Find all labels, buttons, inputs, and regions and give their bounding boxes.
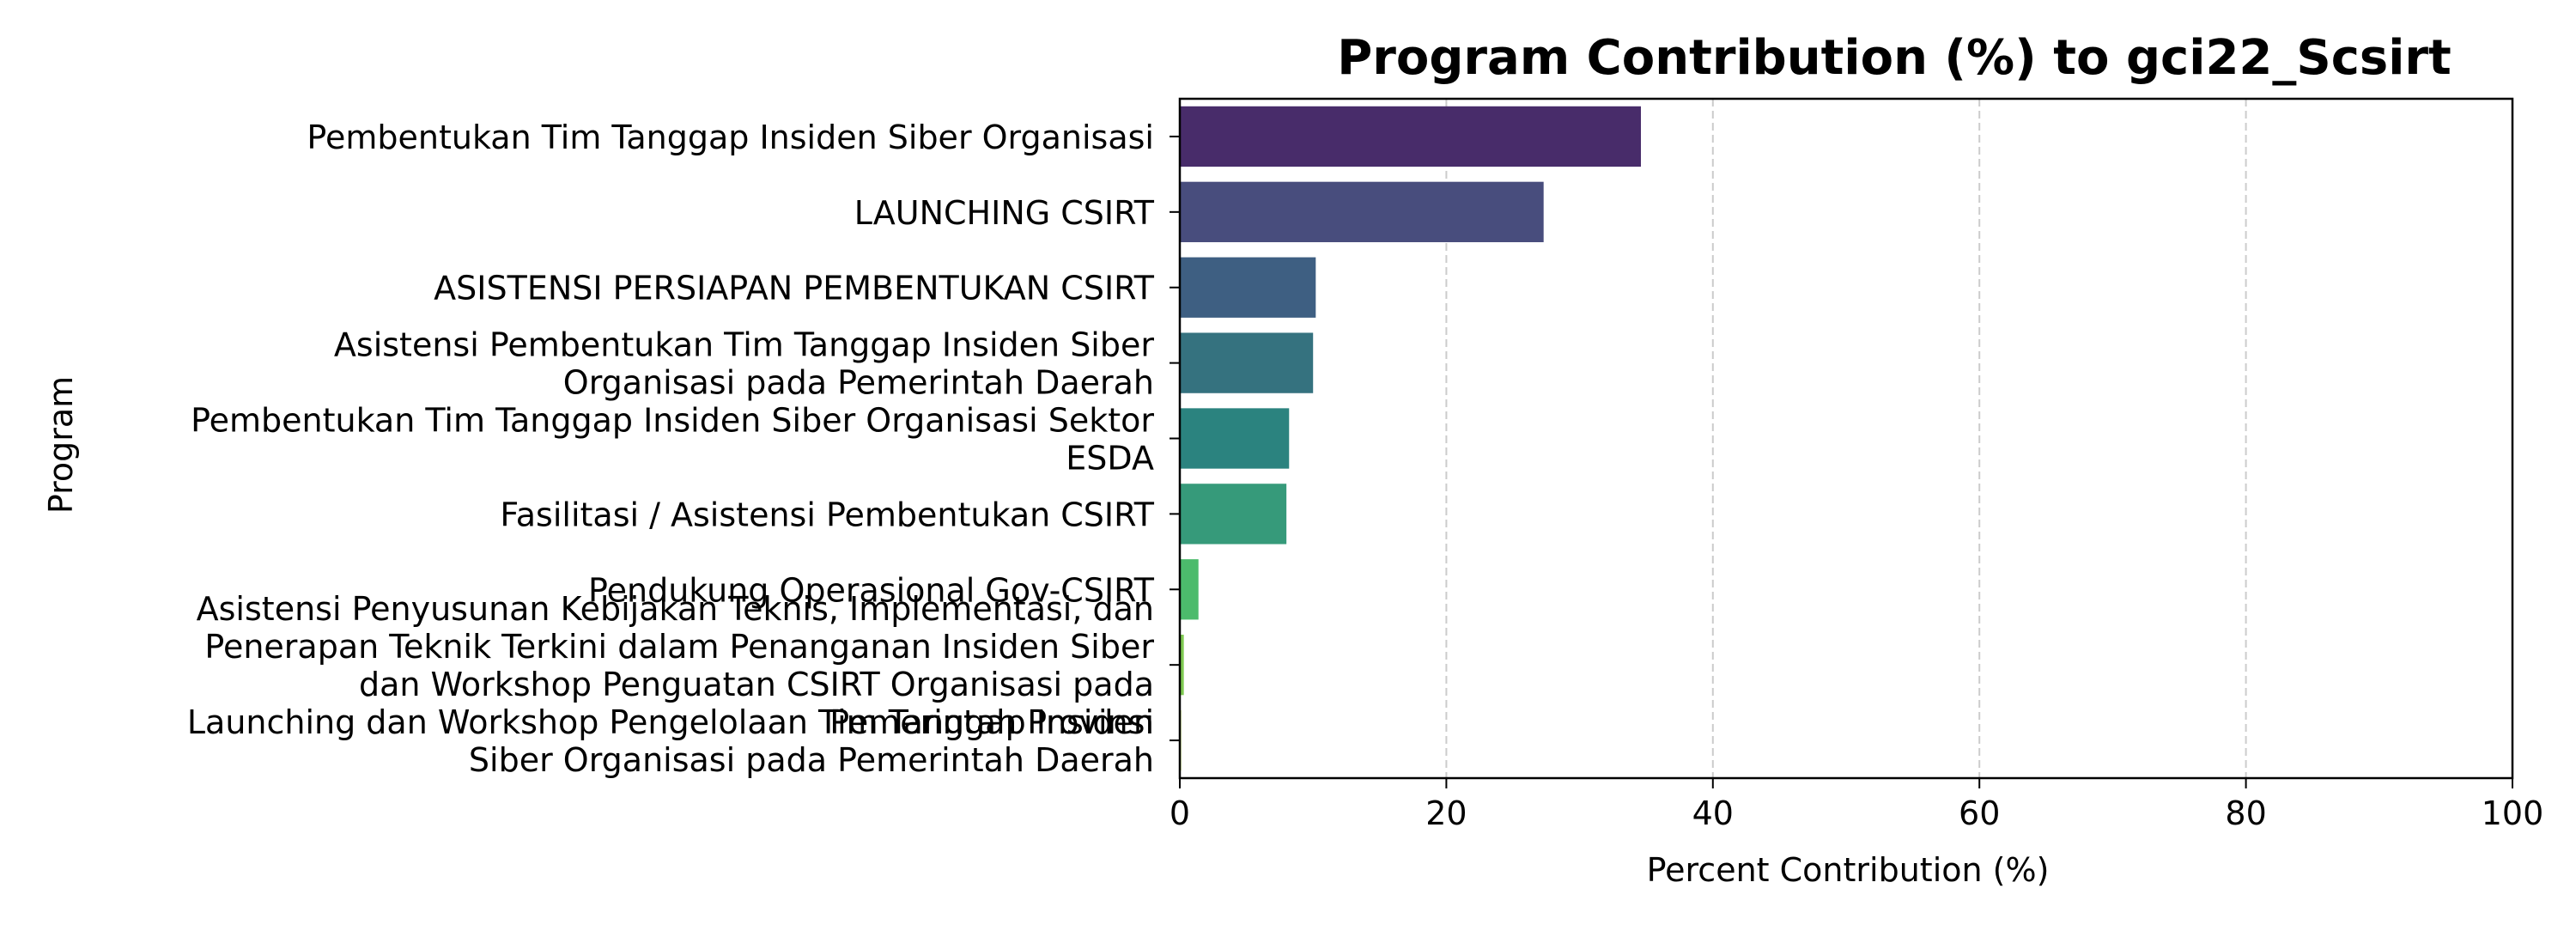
bar (1180, 332, 1314, 393)
x-tick-label: 80 (2225, 794, 2266, 832)
bar (1180, 257, 1316, 318)
category-label: Fasilitasi / Asistensi Pembentukan CSIRT (500, 496, 1154, 533)
bar (1180, 559, 1199, 620)
bar (1180, 181, 1544, 242)
x-tick-label: 60 (1959, 794, 2000, 832)
bars (1180, 106, 1641, 771)
y-category-labels: Pembentukan Tim Tanggap Insiden Siber Or… (187, 119, 1180, 779)
x-tick-label: 0 (1170, 794, 1190, 832)
x-ticks: 0 20 40 60 80 100 (1170, 778, 2543, 832)
x-tick-label: 100 (2482, 794, 2544, 832)
bar (1180, 408, 1290, 469)
category-label: Launching dan Workshop Pengelolaan Tim T… (187, 703, 1154, 779)
bar (1180, 484, 1287, 545)
category-label: Asistensi Pembentukan Tim Tanggap Inside… (334, 326, 1154, 402)
chart-title: Program Contribution (%) to gci22_Scsirt (1337, 30, 2451, 86)
grid-lines (1445, 99, 2247, 778)
category-label: Pendukung Operasional Gov-CSIRT (588, 571, 1155, 609)
x-tick-label: 20 (1425, 794, 1467, 832)
category-label: Asistensi Penyusunan Kebijakan Teknis, I… (197, 590, 1155, 741)
x-axis-label: Percent Contribution (%) (1647, 851, 2050, 889)
x-tick-label: 40 (1692, 794, 1734, 832)
category-label: ASISTENSI PERSIAPAN PEMBENTUKAN CSIRT (434, 270, 1155, 307)
category-label: Pembentukan Tim Tanggap Insiden Siber Or… (307, 119, 1154, 156)
y-axis-label: Program (42, 376, 80, 514)
bar (1180, 106, 1641, 167)
bar (1180, 635, 1184, 696)
category-label: Pembentukan Tim Tanggap Insiden Siber Or… (191, 402, 1154, 478)
category-label: LAUNCHING CSIRT (854, 194, 1155, 232)
